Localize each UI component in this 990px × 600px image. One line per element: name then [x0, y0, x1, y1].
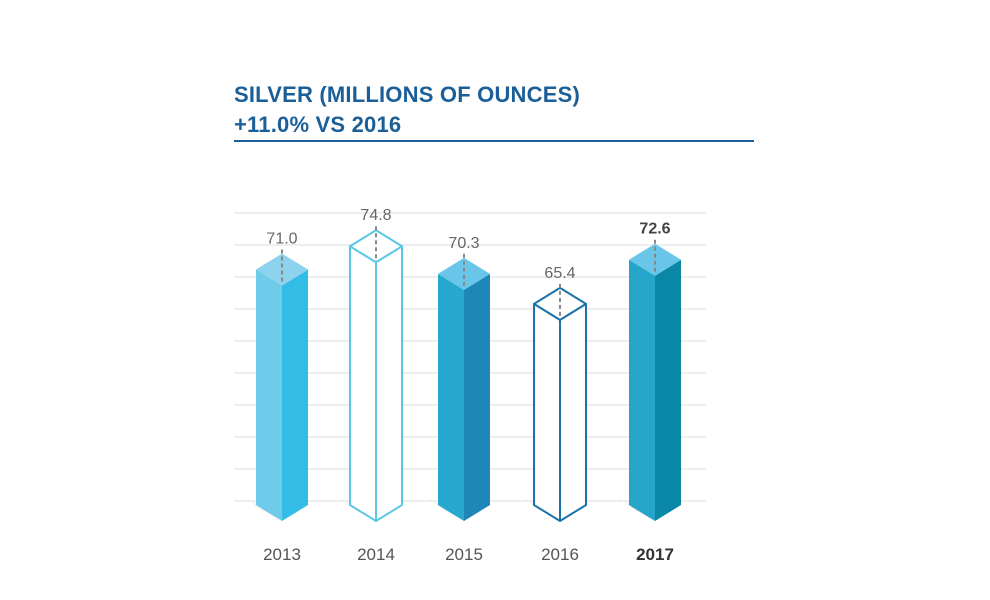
bar-right-face — [464, 273, 490, 521]
bar — [615, 243, 681, 521]
value-label: 71.0 — [266, 231, 297, 248]
bar — [424, 257, 490, 521]
chart-title-block: SILVER (MILLIONS OF OUNCES) +11.0% VS 20… — [234, 80, 754, 140]
bar — [242, 253, 308, 521]
value-label: 72.6 — [639, 221, 670, 238]
chart-title: SILVER (MILLIONS OF OUNCES) — [234, 82, 580, 107]
bar-left-face — [256, 269, 282, 521]
bar-top-face — [629, 243, 681, 276]
chart-subtitle: +11.0% VS 2016 — [234, 112, 402, 137]
bar-left-face — [629, 259, 655, 521]
category-label: 2016 — [541, 545, 579, 564]
value-label: 65.4 — [544, 265, 575, 282]
bar-top-face — [438, 257, 490, 290]
title-underline — [234, 140, 754, 142]
category-label: 2014 — [357, 545, 395, 564]
labels: 71.0 2013 74.8 2014 70.3 2015 65.4 2016 72.6 2017 — [263, 207, 674, 564]
category-label: 2017 — [636, 545, 674, 564]
category-label: 2015 — [445, 545, 483, 564]
bar-right-face — [375, 245, 403, 522]
bar-right-face — [655, 259, 681, 521]
bar-right-face — [559, 302, 587, 522]
bar-left-face — [533, 302, 561, 522]
bar-right-face — [282, 269, 308, 521]
bar-left-face — [349, 245, 377, 522]
value-label: 74.8 — [360, 207, 391, 224]
bar-top-face — [349, 229, 403, 264]
bar-top-face — [533, 286, 587, 321]
bar — [520, 286, 587, 522]
category-label: 2013 — [263, 545, 301, 564]
bar-left-face — [438, 273, 464, 521]
bar-top-face — [256, 253, 308, 286]
bar — [336, 229, 403, 522]
value-label: 70.3 — [448, 235, 479, 252]
bars — [242, 229, 681, 522]
